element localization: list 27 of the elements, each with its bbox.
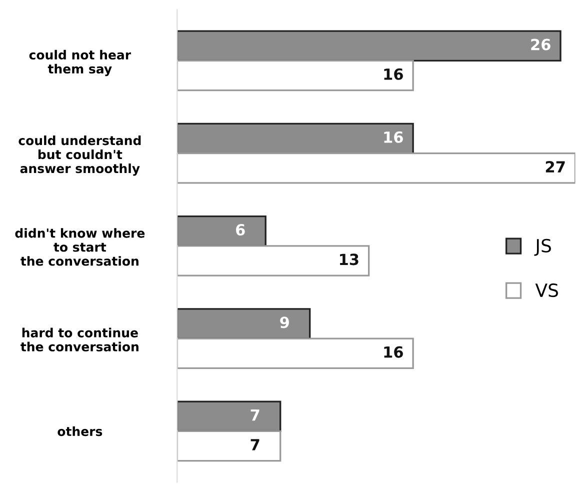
bar [177,430,282,462]
data-label: 7 [250,409,260,421]
bar [177,60,414,92]
y-tick-label: could not hear them say [29,50,132,76]
legend-label: JS [534,238,551,256]
data-label: 27 [546,161,565,172]
data-label: 7 [250,439,260,450]
data-label: 16 [384,346,403,358]
data-label: 13 [340,254,358,266]
bar [177,122,414,154]
y-tick-label: others [58,426,102,436]
y-tick-label: hard to continue the conversation [20,328,138,352]
y-tick-label: didn't know where to start the conversation [15,228,145,266]
bar [177,245,370,276]
bar [177,338,414,370]
data-label: 16 [384,131,403,143]
bar [177,152,576,184]
legend-label: VS [535,283,558,298]
bar [177,308,311,340]
bar [177,400,282,432]
data-label: 6 [236,224,245,236]
bar [177,30,562,62]
y-tick-label: could understand but couldn't answer smoothly [18,136,141,176]
data-label: 16 [384,68,403,80]
bar [177,215,266,247]
data-label: 9 [280,316,289,328]
data-label: 26 [531,38,550,50]
